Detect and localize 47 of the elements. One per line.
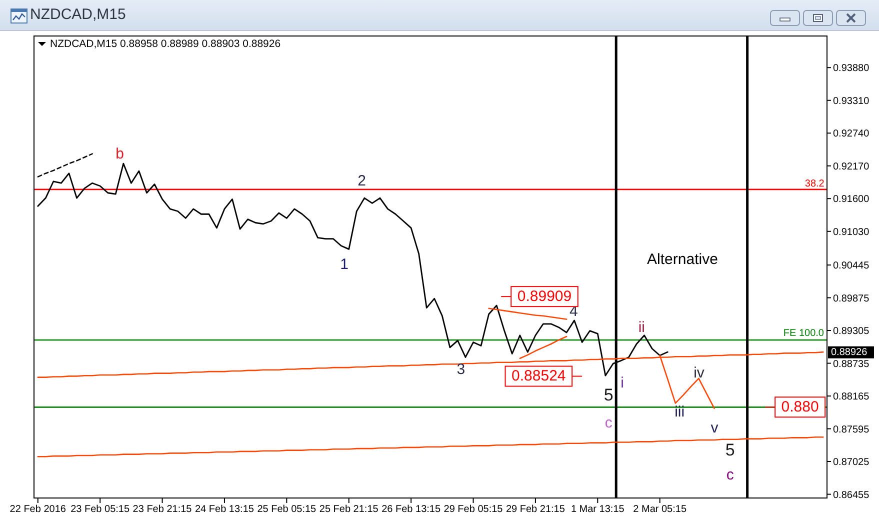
annotation: 38.2: [804, 178, 825, 190]
annotation: iii: [674, 404, 685, 421]
y-tick-label: 0.88735: [833, 358, 870, 370]
text: 0.88926: [831, 346, 868, 358]
annotation: c: [604, 414, 613, 432]
y-tick-label: 0.89305: [833, 326, 870, 338]
y-tick-label: 0.90445: [833, 260, 870, 272]
annotation: b: [116, 146, 124, 163]
annotation: 0.89909: [517, 288, 572, 306]
x-tick-label: 22 Feb 2016: [10, 504, 66, 516]
y-tick-label: 0.91030: [833, 226, 870, 238]
annotation: c: [726, 466, 734, 484]
x-tick-label: 26 Feb 13:15: [382, 504, 441, 516]
ref-line-label: FE 100.0: [783, 328, 824, 339]
y-tick-label: 0.88165: [833, 392, 870, 403]
annotation: iv: [694, 364, 705, 382]
annotation: Alternative: [647, 251, 718, 268]
y-tick-label: 0.86455: [833, 490, 870, 501]
x-tick-label: 1 Mar 13:15: [570, 504, 625, 516]
y-tick-label: 0.87595: [833, 424, 870, 436]
y-tick-label: 0.87025: [833, 457, 870, 468]
chart-title: NZDCAD,M15: [30, 6, 126, 24]
x-tick-label: 29 Feb 05:15: [444, 504, 504, 516]
annotation: 3: [456, 360, 466, 378]
x-tick-label: 29 Feb 21:15: [506, 504, 566, 516]
x-tick-label: 23 Feb 21:15: [132, 504, 192, 516]
annotation: 2: [358, 172, 366, 190]
y-tick-label: 0.89875: [833, 293, 870, 304]
annotation: 0.880: [781, 398, 819, 416]
x-tick-label: 23 Feb 05:15: [70, 504, 130, 516]
y-tick-label: 0.92170: [833, 161, 870, 172]
annotation: 1: [340, 256, 348, 274]
chart-subtitle: NZDCAD,M15 0.88958 0.88989 0.88903 0.88926: [50, 38, 281, 50]
annotation: v: [710, 420, 719, 437]
y-tick-label: 0.91600: [833, 194, 870, 206]
x-tick-label: 2 Mar 05:15: [633, 504, 687, 516]
y-tick-label: 0.93310: [833, 96, 870, 107]
x-tick-label: 25 Feb 21:15: [319, 504, 379, 516]
x-tick-label: 25 Feb 05:15: [257, 504, 317, 516]
annotation: ii: [638, 318, 646, 336]
annotation: 5: [725, 440, 735, 460]
annotation: 0.88524: [512, 368, 566, 385]
y-tick-label: 0.93880: [833, 63, 870, 74]
x-tick-label: 24 Feb 13:15: [195, 504, 254, 516]
y-tick-label: 0.92740: [833, 128, 870, 140]
annotation: 5: [604, 386, 614, 405]
annotation: i: [620, 374, 624, 392]
